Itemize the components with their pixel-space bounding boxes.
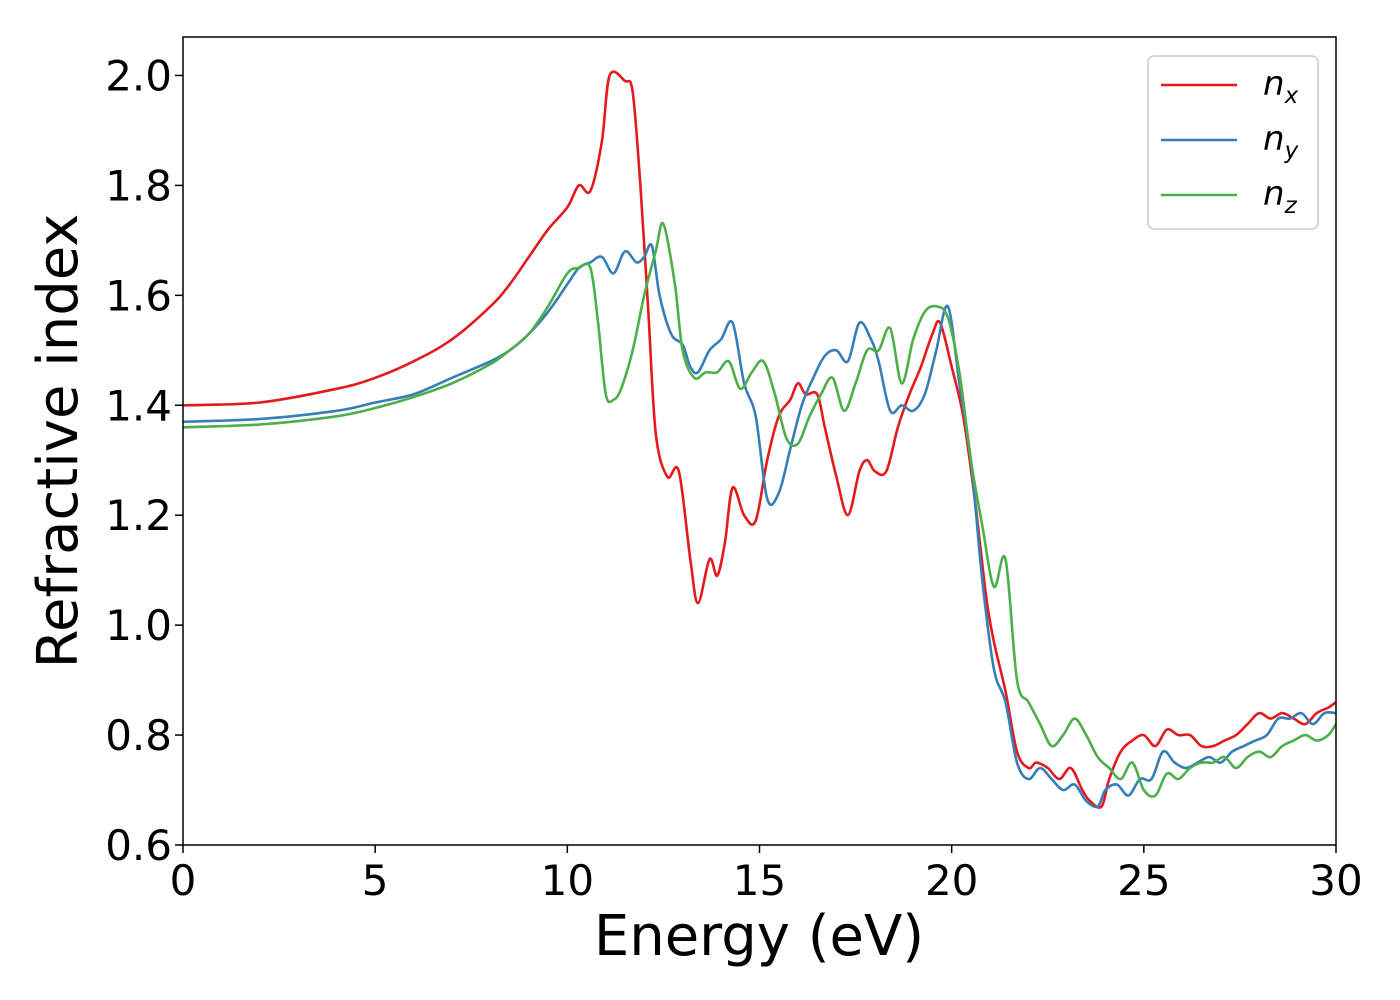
ticks-layer: 0 5 10 15 20 25 30 0.6 0.8 1.0 1.2 1.4 1.6 1.8 2.0: [105, 51, 1363, 905]
x-tick-label: 20: [925, 856, 978, 905]
y-tick-label: 1.8: [105, 161, 172, 210]
x-tick-label: 0: [170, 856, 197, 905]
legend-label-ny: ny: [1263, 119, 1299, 164]
series-line-ny: [182, 243, 1337, 809]
y-tick-label: 1.0: [105, 601, 172, 650]
y-tick-label: 0.6: [105, 821, 172, 870]
legend-box: [1147, 55, 1319, 230]
y-tick-label: 1.6: [105, 271, 172, 320]
x-tick-label: 5: [362, 856, 389, 905]
y-tick-label: 1.4: [105, 381, 172, 430]
x-axis-title: Energy (eV): [594, 904, 924, 969]
series-line-nz: [182, 221, 1338, 798]
y-axis-title: Refractive index: [26, 214, 91, 669]
x-tick-label: 30: [1309, 856, 1362, 905]
x-tick-label: 25: [1117, 856, 1170, 905]
legend-label-nx: nx: [1263, 64, 1299, 109]
x-tick-label: 15: [733, 856, 786, 905]
y-tick-label: 0.8: [105, 711, 172, 760]
series-layer: [182, 70, 1338, 809]
x-tick-label: 10: [541, 856, 594, 905]
series-line-nx: [182, 70, 1337, 809]
y-tick-label: 1.2: [105, 491, 172, 540]
y-tick-label: 2.0: [105, 51, 172, 100]
